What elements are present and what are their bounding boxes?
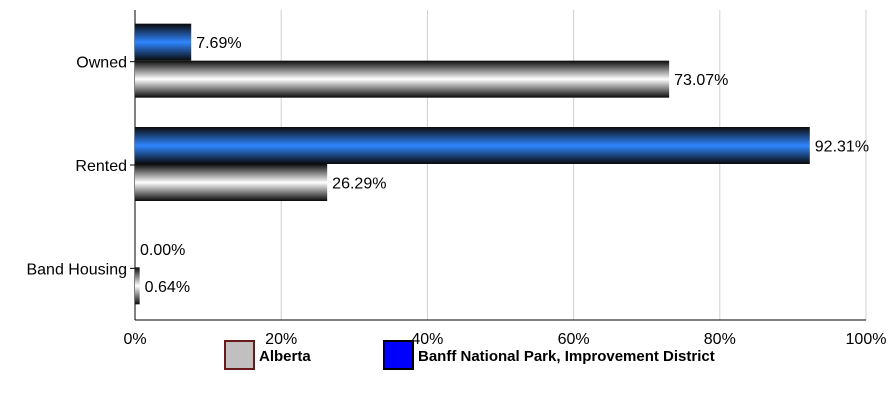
bar [135,127,810,164]
data-label: 0.64% [145,279,190,296]
legend-swatch [224,340,255,370]
data-label: 7.69% [196,35,241,52]
legend-item: Banff National Park, Improvement Distric… [383,340,715,370]
legend: Alberta Banff National Park, Improvement … [224,340,715,370]
category-label: Band Housing [26,261,127,278]
data-label: 26.29% [332,176,386,193]
x-tick-label: 60% [558,331,590,348]
legend-label: Alberta [259,348,311,365]
legend-swatch [383,340,414,370]
data-label: 73.07% [674,72,728,89]
bar [135,164,328,201]
bar [135,267,140,305]
legend-item: Alberta [224,340,311,370]
bar [135,60,670,98]
bars [135,23,810,305]
x-tick-label: 100% [846,331,887,348]
data-label: 0.00% [140,242,185,259]
x-tick-label: 0% [123,331,146,348]
category-label: Rented [75,158,127,175]
data-label: 92.31% [815,139,869,156]
x-tick-label: 80% [704,331,736,348]
category-label: Owned [76,55,127,72]
x-tick-label: 40% [411,331,443,348]
bar [135,23,192,61]
x-tick-label: 20% [265,331,297,348]
grid-lines [280,10,867,320]
labels: 0% 20% 40% 60% 80% 100% Owned 7.69% 73.07% Rented… [26,35,886,348]
legend-label: Banff National Park, Improvement Distric… [418,348,715,365]
